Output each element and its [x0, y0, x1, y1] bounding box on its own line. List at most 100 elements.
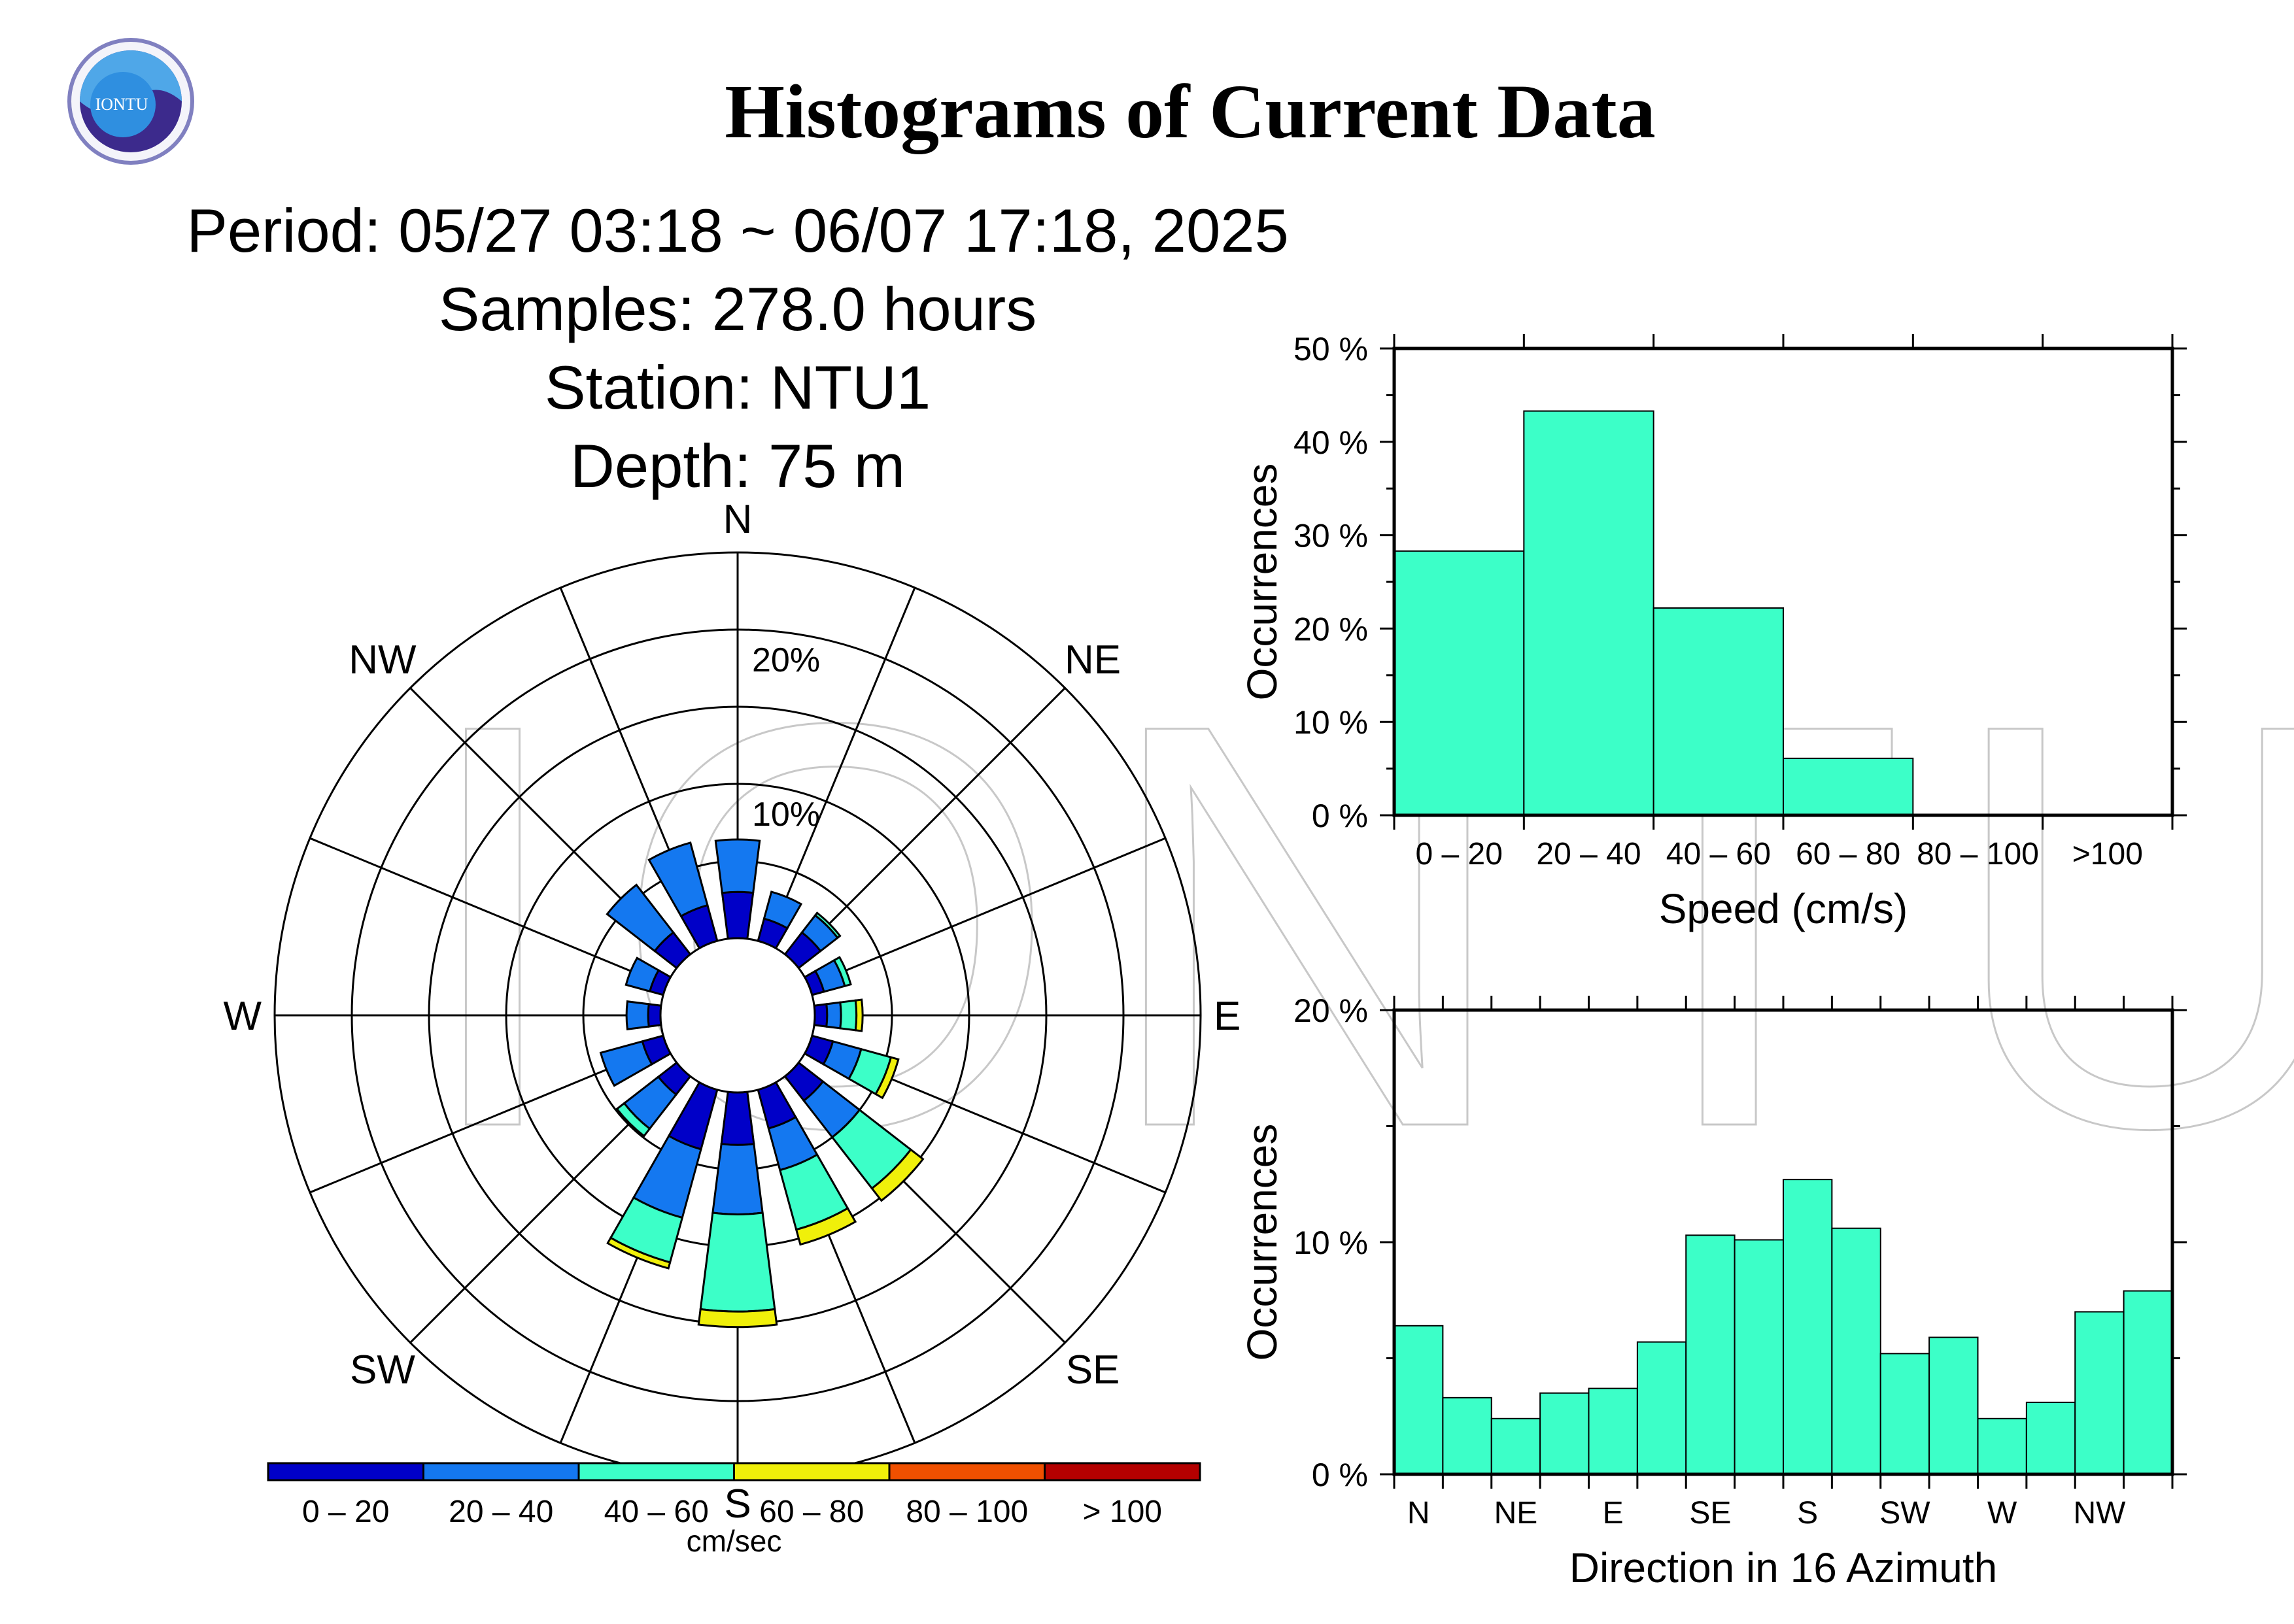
- hist-ytick-label: 0 %: [1312, 798, 1368, 834]
- hist-ytick-label: 10 %: [1293, 704, 1368, 741]
- hist-bar-SSE: [1734, 1239, 1784, 1475]
- colorbar-swatch-4: [888, 1462, 1046, 1481]
- hist-bar-NNE: [1442, 1396, 1492, 1476]
- rose-bar-S-bin3: [697, 1308, 778, 1328]
- hist-bar-W: [1977, 1417, 2027, 1476]
- rose-bar-E-bin3: [854, 998, 864, 1032]
- hist-bar-ESE: [1636, 1341, 1687, 1475]
- colorbar-swatch-0: [267, 1462, 424, 1481]
- samples-label: Samples: 278.0 hours: [439, 275, 1036, 343]
- rose-bar-S-bin2: [699, 1211, 776, 1313]
- hist-bar-ENE: [1539, 1392, 1590, 1475]
- rose-bar-E-bin0: [813, 1003, 829, 1028]
- colorbar-swatch-5: [1044, 1462, 1201, 1481]
- rose-bar-NE-bin2: [813, 911, 842, 939]
- hist-xtick-label: E: [1603, 1496, 1624, 1531]
- colorbar-unit-label: cm/sec: [687, 1524, 782, 1558]
- colorbar-label-1: 20 – 40: [449, 1495, 553, 1529]
- rose-bar-ESE-bin3: [874, 1056, 900, 1100]
- page-title: Histograms of Current Data: [725, 69, 1655, 154]
- rose-spoke-NE: [791, 687, 1066, 962]
- hist-bar-NE: [1490, 1417, 1541, 1476]
- hist-ytick-label: 20 %: [1293, 992, 1368, 1029]
- direction-histogram: 0 % 10 % 20 % N NE E SE S SW W NW Direction in 16 A…: [1239, 992, 2187, 1591]
- hist-bar-SW: [1879, 1353, 1930, 1475]
- hist-xtick-label: 40 – 60: [1666, 837, 1771, 871]
- hist-ytick-label: 20 %: [1293, 611, 1368, 647]
- hist-ytick-label: 30 %: [1293, 518, 1368, 554]
- hist-bar-SE: [1685, 1234, 1736, 1475]
- rose-bar-E-bin1: [825, 1001, 842, 1030]
- hist-xtick-label: 20 – 40: [1536, 837, 1641, 871]
- hist-xtick-label: SW: [1879, 1496, 1930, 1531]
- rose-bar-NNE-bin1: [762, 890, 803, 930]
- hist-xtick-label: 0 – 20: [1415, 837, 1502, 871]
- hist-xtick-label: N: [1407, 1496, 1430, 1531]
- hist-bar-0–20: [1394, 550, 1525, 816]
- colorbar-swatch-1: [422, 1462, 580, 1481]
- logo-center: [90, 72, 156, 137]
- hist-bar-NW: [2074, 1311, 2125, 1475]
- hist-yaxis-title: Occurrences: [1239, 464, 1286, 701]
- rose-bar-WNW-bin1: [625, 956, 660, 993]
- hist-ytick-label: 10 %: [1293, 1225, 1368, 1261]
- hist-bar-E: [1588, 1387, 1638, 1475]
- colorbar-label-3: 60 – 80: [759, 1495, 864, 1529]
- station-label: Station: NTU1: [545, 353, 931, 422]
- hist-yaxis-title: Occurrences: [1239, 1124, 1286, 1361]
- hist-xtick-label: 80 – 100: [1917, 837, 2039, 871]
- hist-ytick-label: 50 %: [1293, 331, 1368, 367]
- hist-xtick-label: W: [1987, 1496, 2017, 1531]
- colorbar-swatch-2: [577, 1462, 735, 1481]
- hist-xtick-label: NW: [2073, 1496, 2126, 1531]
- rose-bar-SW-bin2: [615, 1102, 651, 1138]
- rose-bar-WSW-bin1: [599, 1040, 653, 1087]
- rose-spoke-WNW: [309, 837, 667, 987]
- rose-bar-NNW-bin1: [647, 841, 709, 918]
- period-label: Period: 05/27 03:18 ~ 06/07 17:18, 2025: [186, 196, 1289, 265]
- rose-bar-NW-bin1: [606, 883, 675, 953]
- hist-xtick-label: NE: [1494, 1496, 1538, 1531]
- iontu-logo: IONTU: [67, 38, 194, 165]
- rose-spoke-ENE: [808, 837, 1166, 987]
- compass-label-n: N: [723, 497, 753, 542]
- compass-label-ne: NE: [1065, 637, 1121, 683]
- compass-label-w: W: [223, 994, 262, 1039]
- hist-xaxis-title: Direction in 16 Azimuth: [1569, 1544, 1998, 1591]
- compass-label-se: SE: [1066, 1347, 1120, 1393]
- colorbar-swatch-3: [733, 1462, 891, 1481]
- rose-bar-W-bin0: [647, 1003, 662, 1028]
- current-rose-chart: 10% 20% N NE E SE S SW W NW: [223, 497, 1241, 1527]
- hist-bar-WSW: [1928, 1336, 1979, 1476]
- compass-label-s: S: [724, 1481, 751, 1527]
- colorbar-label-2: 40 – 60: [604, 1495, 709, 1529]
- hist-bar-60–80: [1783, 757, 1914, 816]
- rose-bar-N-bin0: [721, 890, 755, 940]
- hist-bar-20–40: [1523, 410, 1654, 816]
- rose-ring-label: 10%: [752, 796, 820, 834]
- rose-bar-ENE-bin2: [832, 956, 852, 988]
- hist-bar-SSW: [1831, 1227, 1881, 1475]
- rose-ring-label: 20%: [752, 641, 820, 679]
- hist-xaxis-title: Speed (cm/s): [1659, 885, 1908, 932]
- colorbar-label-5: > 100: [1083, 1495, 1162, 1529]
- hist-bar-40–60: [1652, 607, 1785, 816]
- compass-label-nw: NW: [349, 637, 417, 683]
- rose-bar-SE-bin3: [870, 1148, 925, 1202]
- hist-xtick-label: S: [1797, 1496, 1818, 1531]
- hist-xtick-label: SE: [1689, 1496, 1731, 1531]
- rose-bar-S-bin0: [720, 1091, 755, 1146]
- hist-bar-WNW: [2025, 1401, 2076, 1475]
- rose-bar-S-bin1: [711, 1143, 764, 1215]
- hist-bar-N: [1394, 1325, 1444, 1476]
- hist-bar-NNW: [2123, 1290, 2173, 1476]
- compass-label-sw: SW: [350, 1347, 415, 1393]
- colorbar-label-4: 80 – 100: [906, 1495, 1028, 1529]
- rose-center-hole: [659, 937, 816, 1094]
- compass-label-e: E: [1214, 994, 1241, 1039]
- hist-bar-S: [1783, 1179, 1833, 1476]
- hist-xtick-label: 60 – 80: [1796, 837, 1900, 871]
- depth-label: Depth: 75 m: [570, 431, 905, 500]
- colorbar-label-0: 0 – 20: [302, 1495, 389, 1529]
